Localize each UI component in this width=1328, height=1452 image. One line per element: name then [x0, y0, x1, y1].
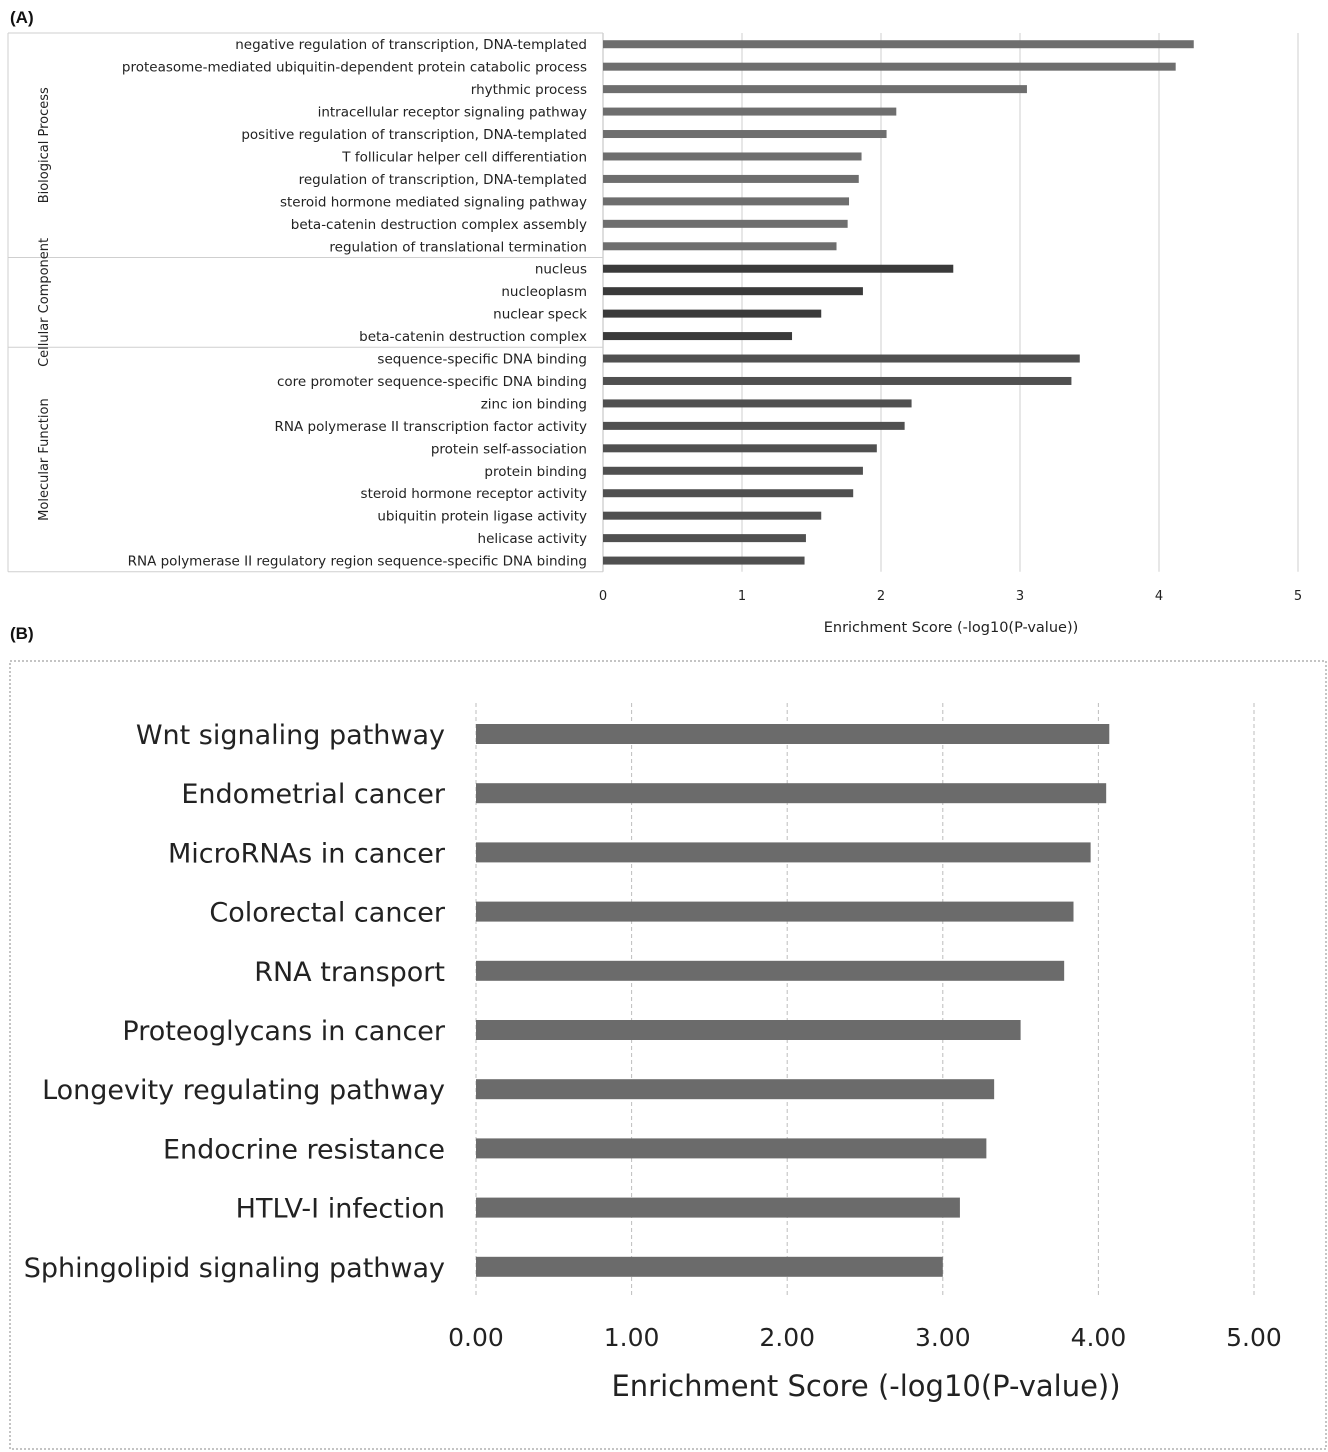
category-label: RNA polymerase II transcription factor a…	[275, 419, 588, 435]
bar	[603, 242, 837, 251]
chart-frame	[9, 660, 1327, 1450]
category-label: Longevity regulating pathway	[42, 1075, 445, 1106]
bar	[603, 332, 793, 341]
category-label: zinc ion binding	[481, 396, 587, 412]
category-label: Endometrial cancer	[181, 779, 446, 810]
bar	[476, 901, 1074, 922]
category-label: proteasome-mediated ubiquitin-dependent …	[122, 60, 587, 76]
bar	[476, 842, 1091, 863]
bar	[603, 219, 848, 228]
bar	[603, 399, 912, 408]
group-label: Cellular Component	[37, 238, 52, 367]
x-axis-label: Enrichment Score (-log10(P-value))	[611, 1369, 1120, 1403]
category-label: T follicular helper cell differentiation	[341, 149, 587, 165]
category-label: Sphingolipid signaling pathway	[24, 1253, 445, 1284]
bar	[603, 354, 1080, 363]
category-label: rhythmic process	[471, 82, 587, 98]
category-label: Proteoglycans in cancer	[122, 1016, 445, 1047]
bar	[476, 960, 1065, 981]
category-label: nucleus	[535, 262, 587, 278]
category-label: negative regulation of transcription, DN…	[235, 37, 587, 53]
category-label: beta-catenin destruction complex assembl…	[291, 217, 587, 233]
bar	[603, 444, 877, 453]
x-tick-label: 4.00	[1071, 1323, 1127, 1352]
chart-a: 0 1 2 3 4 5 Biological Process negative regulat…	[7, 32, 1302, 636]
bar	[603, 264, 954, 273]
panel-label-a: (A)	[10, 8, 34, 27]
bar	[476, 1256, 943, 1277]
category-label: RNA transport	[254, 957, 445, 988]
bar	[603, 62, 1176, 71]
category-label: steroid hormone mediated signaling pathw…	[280, 194, 587, 210]
bar	[603, 107, 897, 116]
category-label: core promoter sequence-specific DNA bind…	[277, 374, 587, 390]
x-tick-label: 5	[1294, 589, 1302, 604]
category-label: HTLV-I infection	[236, 1194, 445, 1225]
category-label: nuclear speck	[493, 307, 587, 323]
bar	[476, 1197, 960, 1218]
category-label: Wnt signaling pathway	[136, 720, 445, 751]
panel-label-b: (B)	[10, 624, 34, 643]
bar	[603, 309, 822, 318]
category-label: regulation of transcription, DNA-templat…	[299, 172, 587, 188]
bar	[476, 1079, 995, 1100]
bar	[476, 783, 1107, 804]
bar	[476, 724, 1110, 744]
category-label: RNA polymerase II regulatory region sequ…	[128, 554, 587, 570]
category-label: ubiquitin protein ligase activity	[377, 509, 587, 525]
category-label: beta-catenin destruction complex	[359, 329, 587, 345]
bar	[603, 152, 862, 161]
x-tick-label: 0	[599, 589, 607, 604]
x-tick-label: 1.00	[604, 1323, 660, 1352]
bar	[476, 1020, 1021, 1040]
bar	[603, 376, 1072, 385]
bar	[603, 40, 1194, 49]
bar	[603, 534, 806, 543]
x-tick-label: 5.00	[1226, 1323, 1282, 1352]
x-axis-label: Enrichment Score (-log10(P-value))	[824, 620, 1079, 636]
category-label: helicase activity	[478, 531, 587, 547]
x-tick-label: 1	[738, 589, 746, 604]
x-tick-label: 2.00	[759, 1323, 815, 1352]
x-tick-label: 0.00	[448, 1323, 504, 1352]
x-tick-label: 3.00	[915, 1323, 971, 1352]
bar	[603, 511, 822, 520]
group-label: Biological Process	[37, 87, 52, 203]
category-label: nucleoplasm	[501, 284, 587, 300]
category-label: intracellular receptor signaling pathway	[318, 105, 587, 121]
category-label: protein self-association	[431, 441, 587, 457]
x-tick-label: 3	[1016, 589, 1024, 604]
bar	[603, 174, 859, 183]
bar	[603, 287, 863, 296]
category-label: Endocrine resistance	[163, 1134, 445, 1165]
category-label: Colorectal cancer	[209, 898, 446, 929]
bar	[603, 130, 887, 139]
x-tick-label: 4	[1155, 589, 1163, 604]
group-label: Molecular Function	[37, 398, 52, 521]
bar	[603, 197, 850, 206]
bar	[476, 1138, 987, 1159]
bar	[603, 489, 854, 498]
category-label: steroid hormone receptor activity	[361, 486, 587, 502]
category-label: MicroRNAs in cancer	[168, 838, 446, 869]
bar	[603, 556, 805, 565]
category-label: positive regulation of transcription, DN…	[241, 127, 587, 143]
x-tick-label: 2	[877, 589, 885, 604]
chart-b: 0.00 1.00 2.00 3.00 4.00 5.00 Wnt signaling pa…	[9, 660, 1327, 1450]
bar	[603, 85, 1027, 94]
bar	[603, 421, 905, 430]
category-label: sequence-specific DNA binding	[377, 352, 587, 368]
bar	[603, 466, 863, 475]
category-label: protein binding	[484, 464, 587, 480]
category-label: regulation of translational termination	[329, 239, 587, 255]
